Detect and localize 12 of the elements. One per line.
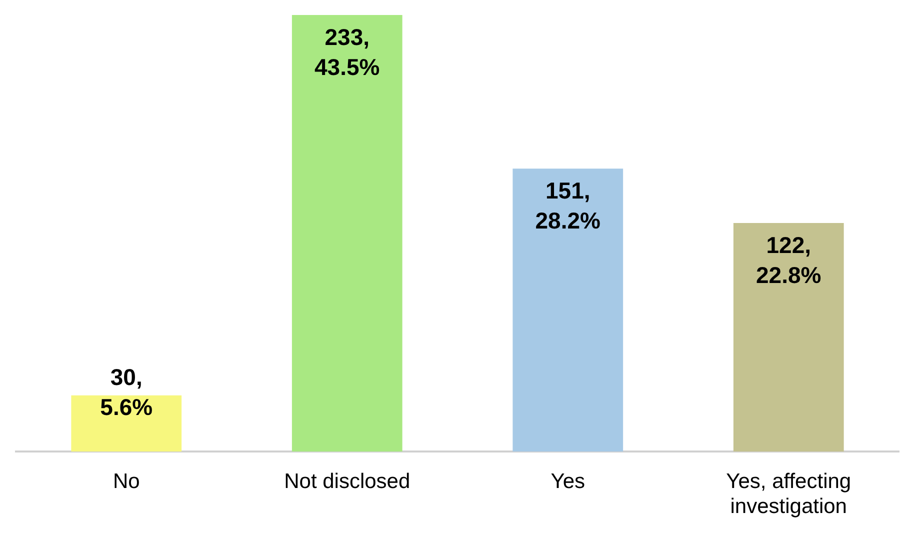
bar bbox=[733, 222, 844, 452]
bar bbox=[512, 168, 624, 452]
data-label: 122, 22.8% bbox=[756, 232, 822, 288]
x-tick-label: Yes bbox=[550, 470, 586, 493]
x-tick-label: Yes, affecting investigation bbox=[726, 470, 852, 518]
bar bbox=[292, 15, 402, 452]
x-tick-label: Not disclosed bbox=[284, 470, 410, 493]
x-tick-label: No bbox=[112, 470, 140, 493]
data-label: 233, 43.5% bbox=[314, 24, 380, 80]
data-label: 151, 28.2% bbox=[535, 177, 600, 234]
bar bbox=[71, 395, 182, 452]
data-label: 30, 5.6% bbox=[100, 364, 153, 420]
